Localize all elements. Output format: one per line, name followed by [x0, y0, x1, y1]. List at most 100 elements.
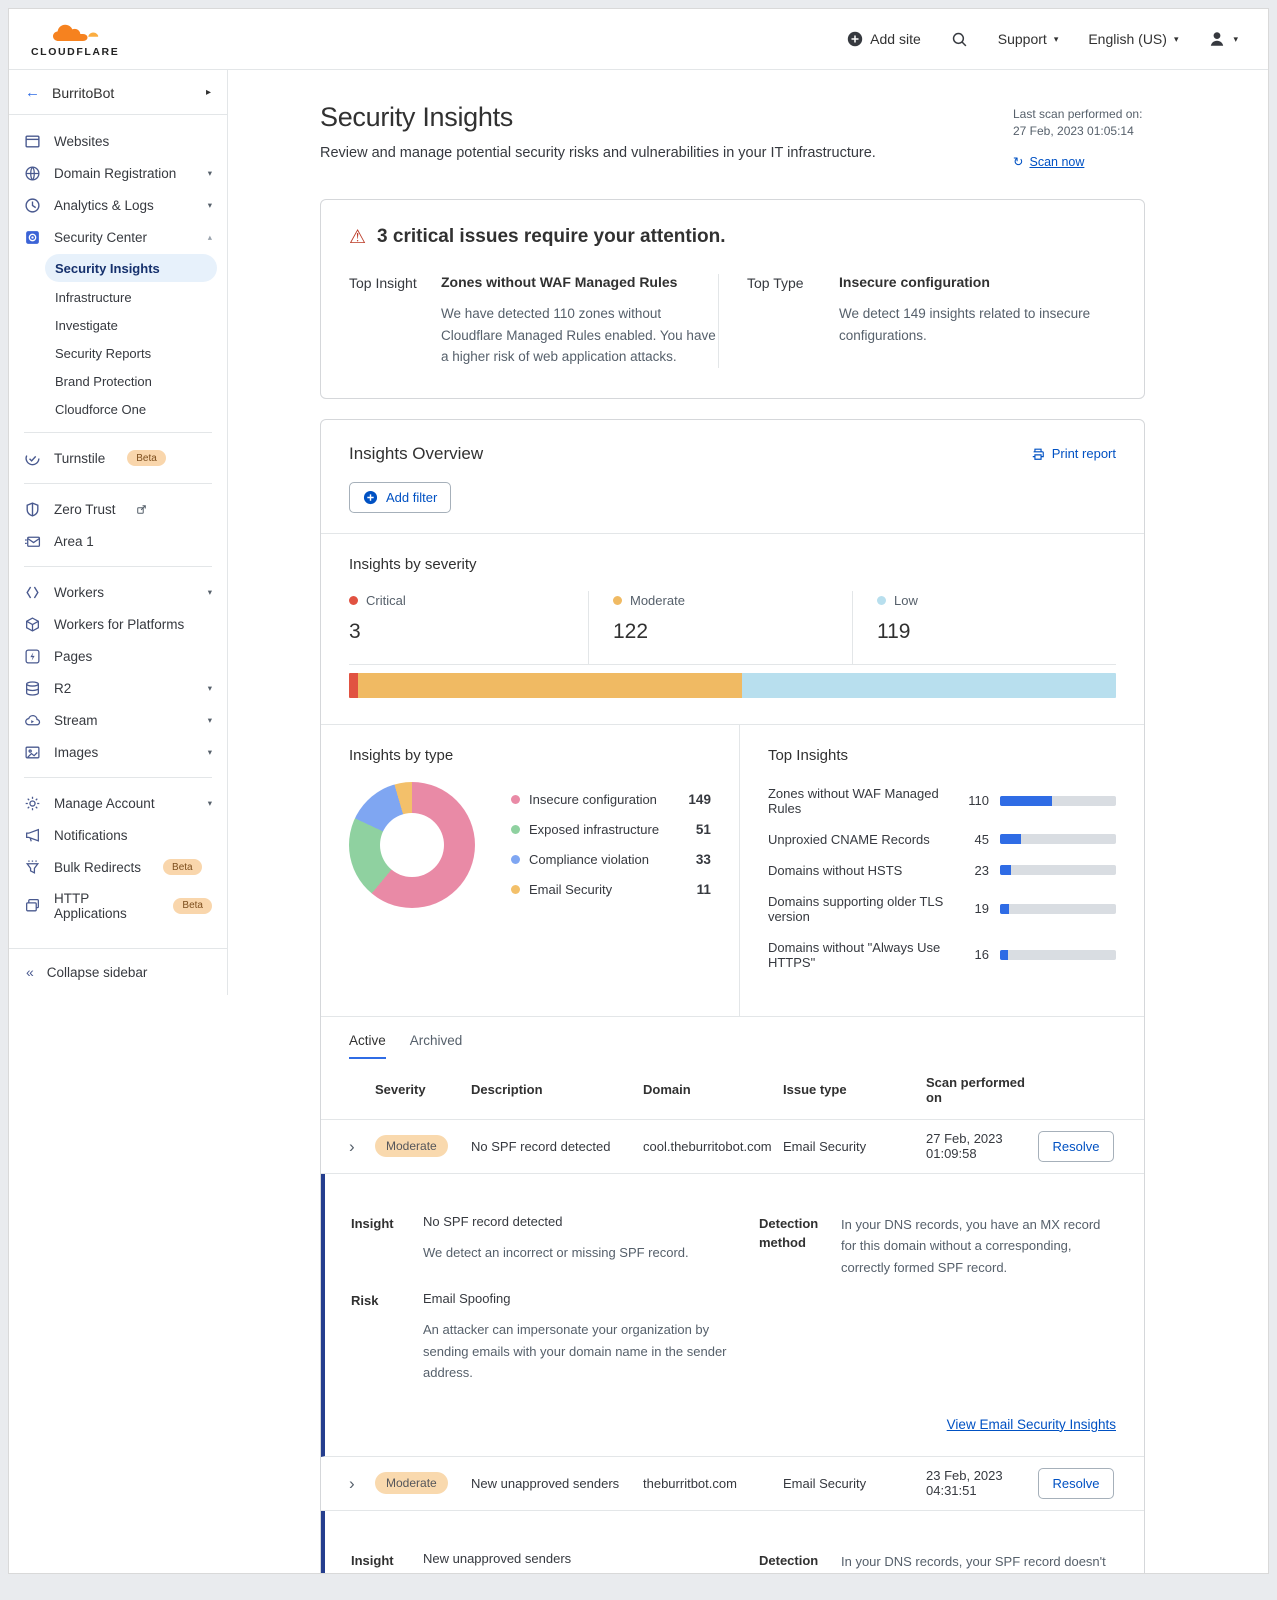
funnel-icon — [24, 859, 41, 876]
sidebar-item-cloudforce-one[interactable]: Cloudforce One — [55, 401, 147, 417]
row-description: No SPF record detected — [471, 1138, 611, 1154]
megaphone-icon — [24, 827, 41, 844]
compliance-violation-dot — [511, 855, 520, 865]
sidebar-item-stream[interactable]: Stream ▾ — [9, 704, 227, 736]
sidebar-item-security-insights[interactable]: Security Insights — [45, 254, 217, 282]
chevron-right-icon: ▸ — [205, 87, 211, 98]
search-icon[interactable] — [951, 31, 968, 48]
main-content: Security Insights Review and manage pote… — [228, 70, 1268, 1573]
external-link-icon — [136, 504, 147, 515]
print-report-link[interactable]: Print report — [1031, 446, 1116, 461]
globe-icon — [24, 165, 41, 182]
email-security-dot — [511, 885, 520, 895]
legend-item: Exposed infrastructure 51 — [511, 822, 711, 837]
sidebar-item-zero-trust[interactable]: Zero Trust — [9, 493, 227, 525]
insights-by-type-section: Insights by type Insecure configuration … — [321, 725, 739, 1016]
sidebar-item-workers-for-platforms[interactable]: Workers for Platforms — [9, 608, 227, 640]
insights-by-severity-section: Insights by severity Critical 3 — [321, 534, 1144, 725]
insecure-configuration-dot — [511, 795, 520, 805]
add-filter-button[interactable]: Add filter — [349, 481, 452, 513]
sidebar-item-turnstile[interactable]: Turnstile Beta — [9, 442, 227, 474]
printer-icon — [1032, 448, 1044, 460]
low-dot — [877, 595, 886, 605]
last-scan-label: Last scan performed on: — [1013, 107, 1143, 121]
bar-track — [1000, 865, 1116, 876]
insights-overview-card: Insights Overview Print report — [320, 418, 1145, 1573]
table-header: Severity Description Domain Issue type S… — [321, 1059, 1144, 1120]
envelope-icon — [24, 533, 41, 550]
severity-moderate-stat: Moderate 122 — [588, 590, 852, 664]
sidebar-item-infrastructure[interactable]: Infrastructure — [55, 289, 132, 305]
legend-item: Compliance violation 33 — [511, 852, 711, 867]
back-arrow-icon: ← — [25, 84, 40, 101]
account-menu[interactable]: ▾ — [1208, 30, 1238, 48]
add-site-button[interactable]: Add site — [847, 31, 921, 47]
expand-chevron-icon[interactable]: › — [349, 1473, 355, 1493]
chevron-down-icon: ▾ — [1173, 33, 1179, 44]
account-switcher[interactable]: ← BurritoBot ▸ — [9, 70, 227, 115]
severity-segment-moderate — [358, 672, 742, 698]
exposed-infrastructure-dot — [511, 825, 520, 835]
moderate-dot — [613, 595, 622, 605]
bar-track — [1000, 949, 1116, 960]
resolve-button[interactable]: Resolve — [1038, 1467, 1114, 1499]
sidebar-item-investigate[interactable]: Investigate — [55, 317, 118, 333]
top-insight-description: We have detected 110 zones without Cloud… — [441, 306, 716, 365]
view-email-security-insights-link[interactable]: View Email Security Insights — [946, 1416, 1116, 1432]
top-insight-row: Unproxied CNAME Records 45 — [768, 832, 1116, 847]
insight-detail-panel: Insight New unapproved senders We detect… — [321, 1510, 1144, 1573]
sidebar-item-notifications[interactable]: Notifications — [9, 819, 227, 851]
row-scan-time: 23 Feb, 2023 04:31:51 — [926, 1468, 1003, 1499]
sidebar-item-analytics-logs[interactable]: Analytics & Logs ▾ — [9, 189, 227, 221]
scan-now-link[interactable]: ↻ Scan now — [1013, 153, 1084, 171]
security-center-icon — [24, 229, 41, 246]
cloudflare-logo[interactable]: CLOUDFLARE — [31, 21, 119, 58]
app-window: CLOUDFLARE Add site Support ▾ — [8, 8, 1269, 1574]
sidebar-item-http-applications[interactable]: HTTP Applications Beta — [9, 883, 227, 928]
overview-title: Insights Overview — [349, 443, 484, 463]
sidebar-item-pages[interactable]: Pages — [9, 640, 227, 672]
sidebar-item-websites[interactable]: Websites — [9, 125, 227, 157]
insights-type-donut-chart — [349, 781, 475, 908]
sidebar-item-bulk-redirects[interactable]: Bulk Redirects Beta — [9, 851, 227, 883]
critical-issues-banner: ⚠ 3 critical issues require your attenti… — [320, 199, 1145, 399]
row-domain: cool.theburritobot.com — [643, 1138, 772, 1154]
sidebar-item-domain-registration[interactable]: Domain Registration ▾ — [9, 157, 227, 189]
top-insight-row: Domains supporting older TLS version 19 — [768, 894, 1116, 924]
top-type-description: We detect 149 insights related to insecu… — [839, 306, 1091, 343]
sidebar-item-r2[interactable]: R2 ▾ — [9, 672, 227, 704]
bar-fill — [1000, 795, 1053, 806]
refresh-icon: ↻ — [1013, 154, 1024, 169]
chevron-down-icon: ▾ — [207, 714, 212, 725]
severity-badge: Moderate — [375, 1472, 448, 1495]
collapse-sidebar-button[interactable]: « Collapse sidebar — [9, 948, 227, 995]
expand-chevron-icon[interactable]: › — [349, 1136, 355, 1156]
sidebar-item-manage-account[interactable]: Manage Account ▾ — [9, 787, 227, 819]
tab-archived[interactable]: Archived — [409, 1032, 463, 1048]
sidebar-item-brand-protection[interactable]: Brand Protection — [55, 373, 152, 389]
support-menu[interactable]: Support ▾ — [997, 31, 1059, 47]
sidebar-item-security-center[interactable]: Security Center ▴ — [9, 221, 227, 253]
beta-badge: Beta — [127, 450, 166, 466]
top-insight-block: Top Insight Zones without WAF Managed Ru… — [349, 274, 718, 368]
sidebar-nav: Websites Domain Registration ▾ Analytics… — [9, 115, 227, 928]
bar-fill — [1000, 834, 1022, 845]
cloudflare-cloud-icon — [53, 24, 99, 41]
plus-circle-icon — [363, 490, 378, 505]
sidebar-item-area-1[interactable]: Area 1 — [9, 525, 227, 557]
language-menu[interactable]: English (US) ▾ — [1088, 31, 1179, 47]
severity-segment-low — [741, 672, 1116, 698]
chevron-down-icon: ▾ — [207, 199, 212, 210]
sidebar-item-images[interactable]: Images ▾ — [9, 736, 227, 768]
resolve-button[interactable]: Resolve — [1038, 1130, 1114, 1162]
chevron-up-icon: ▴ — [207, 231, 212, 242]
row-issue-type: Email Security — [783, 1138, 867, 1154]
chevron-down-icon: ▾ — [207, 797, 212, 808]
sidebar-item-security-reports[interactable]: Security Reports — [55, 345, 152, 361]
analytics-clock-icon — [24, 197, 41, 214]
sidebar-item-workers[interactable]: Workers ▾ — [9, 576, 227, 608]
tab-active[interactable]: Active — [349, 1033, 386, 1059]
divider — [24, 566, 212, 567]
chevron-down-icon: ▾ — [1233, 33, 1238, 44]
account-name: BurritoBot — [52, 84, 115, 101]
